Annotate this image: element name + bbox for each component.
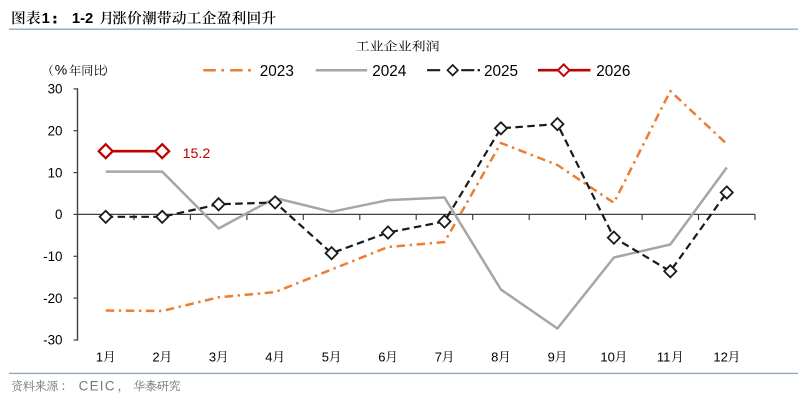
- svg-text:%: %: [55, 61, 67, 77]
- svg-text:5: 5: [322, 349, 329, 364]
- svg-text:2: 2: [152, 349, 159, 364]
- svg-text:7: 7: [435, 349, 442, 364]
- svg-text:4: 4: [265, 349, 272, 364]
- svg-text:11: 11: [657, 349, 671, 364]
- svg-text:2026: 2026: [596, 63, 630, 80]
- svg-text:3: 3: [209, 349, 216, 364]
- svg-text:10: 10: [600, 349, 614, 364]
- svg-text:9: 9: [548, 349, 555, 364]
- svg-text:-10: -10: [43, 249, 62, 264]
- svg-text:2025: 2025: [484, 63, 518, 80]
- svg-text:10: 10: [48, 165, 63, 180]
- svg-text:1: 1: [42, 11, 50, 27]
- svg-text:1-2: 1-2: [72, 11, 93, 27]
- svg-text:20: 20: [48, 123, 63, 138]
- svg-text:1: 1: [96, 349, 103, 364]
- svg-text:-30: -30: [43, 333, 62, 348]
- svg-text:-20: -20: [43, 291, 62, 306]
- svg-text:6: 6: [378, 349, 385, 364]
- svg-text:0: 0: [55, 207, 62, 222]
- svg-text:12: 12: [713, 349, 727, 364]
- svg-text:8: 8: [491, 349, 498, 364]
- svg-text:30: 30: [48, 82, 63, 97]
- svg-text:2023: 2023: [260, 63, 294, 80]
- svg-text:15.2: 15.2: [183, 146, 211, 162]
- svg-text:CEIC: CEIC: [79, 378, 116, 393]
- svg-text:2024: 2024: [372, 63, 407, 80]
